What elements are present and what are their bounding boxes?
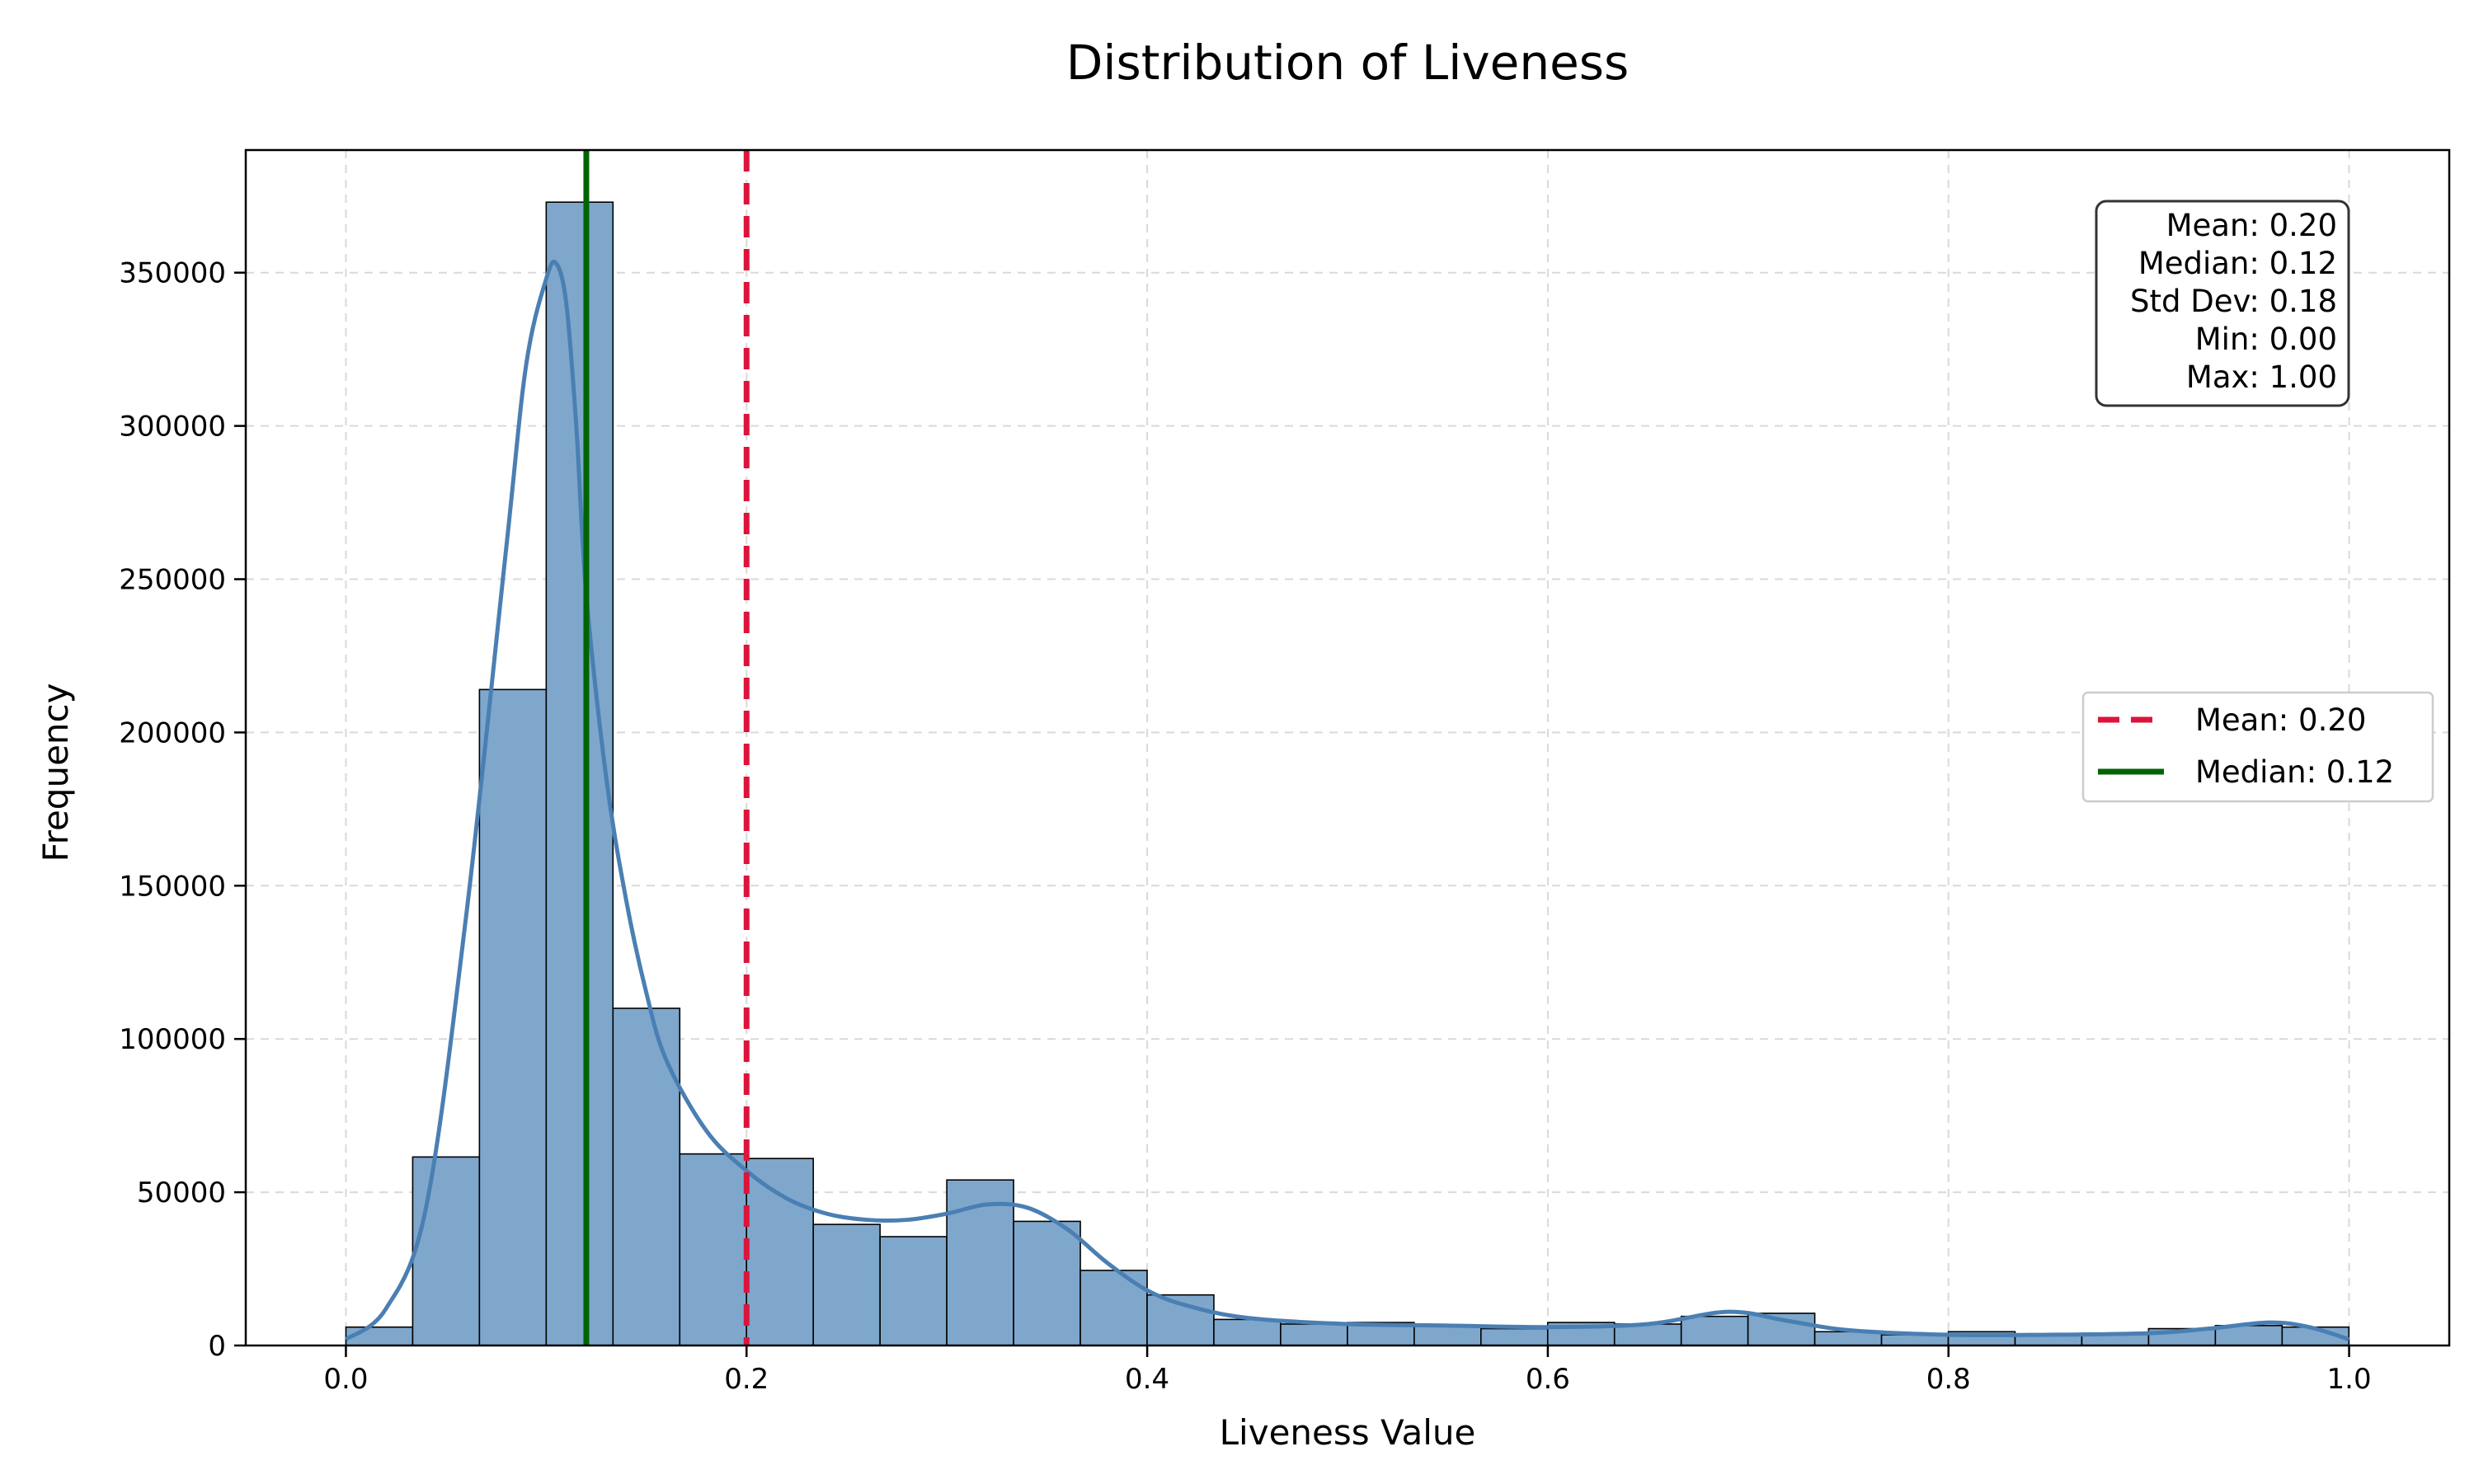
histogram-bar xyxy=(1013,1220,1081,1346)
histogram-bar xyxy=(1480,1327,1549,1346)
histogram-bar xyxy=(879,1236,948,1346)
y-tick-label: 50000 xyxy=(137,1176,226,1209)
histogram-bar xyxy=(946,1179,1014,1346)
x-tick-label: 0.8 xyxy=(1926,1363,1971,1396)
y-axis-label: Frequency xyxy=(35,683,76,862)
x-axis-ticks: 0.0 0.2 0.4 0.6 0.8 1.0 xyxy=(323,1345,2372,1396)
histogram-bar xyxy=(2214,1325,2284,1346)
histogram-bars xyxy=(345,201,2350,1346)
x-tick-label: 1.0 xyxy=(2327,1363,2372,1396)
legend-mean-label: Mean: 0.20 xyxy=(2195,702,2366,738)
plot-frame xyxy=(244,148,2451,1347)
histogram-bar xyxy=(679,1153,748,1346)
chart-title: Distribution of Liveness xyxy=(1066,35,1629,91)
y-tick-label: 100000 xyxy=(119,1023,226,1056)
histogram-bar xyxy=(1213,1318,1282,1346)
histogram-bar xyxy=(612,1007,681,1346)
histogram-bar xyxy=(545,201,614,1346)
x-tick-label: 0.4 xyxy=(1125,1363,1169,1396)
y-tick-label: 300000 xyxy=(119,411,226,444)
legend: Mean: 0.20 Median: 0.12 xyxy=(2081,691,2434,803)
histogram-bar xyxy=(478,688,548,1346)
stats-box: Mean: 0.20 Median: 0.12 Std Dev: 0.18 Mi… xyxy=(2095,200,2350,407)
stats-line: Mean: 0.20 xyxy=(2166,208,2337,243)
histogram-bar xyxy=(812,1223,881,1346)
histogram-bar xyxy=(412,1156,481,1346)
y-tick-label: 0 xyxy=(208,1330,226,1363)
y-tick-label: 200000 xyxy=(119,716,226,749)
histogram-bar xyxy=(1680,1315,1749,1346)
y-tick-label: 150000 xyxy=(119,870,226,903)
stats-line: Median: 0.12 xyxy=(2138,246,2337,281)
x-tick-label: 0.6 xyxy=(1526,1363,1570,1396)
x-axis-label: Liveness Value xyxy=(1220,1412,1476,1453)
x-tick-label: 0.0 xyxy=(323,1363,368,1396)
legend-median-label: Median: 0.12 xyxy=(2195,754,2394,790)
histogram-bar xyxy=(745,1158,814,1346)
histogram-bar xyxy=(1280,1323,1348,1346)
y-tick-label: 350000 xyxy=(119,257,226,290)
kde-curve xyxy=(344,260,2350,1341)
x-tick-label: 0.2 xyxy=(724,1363,769,1396)
stats-line: Max: 1.00 xyxy=(2186,359,2337,395)
histogram-bar xyxy=(1413,1325,1482,1346)
stats-line: Min: 0.00 xyxy=(2195,322,2337,357)
y-axis-ticks: 0 50000 100000 150000 200000 250000 300000 3500… xyxy=(119,257,246,1363)
stats-line: Std Dev: 0.18 xyxy=(2130,284,2337,319)
y-tick-label: 250000 xyxy=(119,564,226,597)
histogram-bar xyxy=(1079,1270,1148,1346)
